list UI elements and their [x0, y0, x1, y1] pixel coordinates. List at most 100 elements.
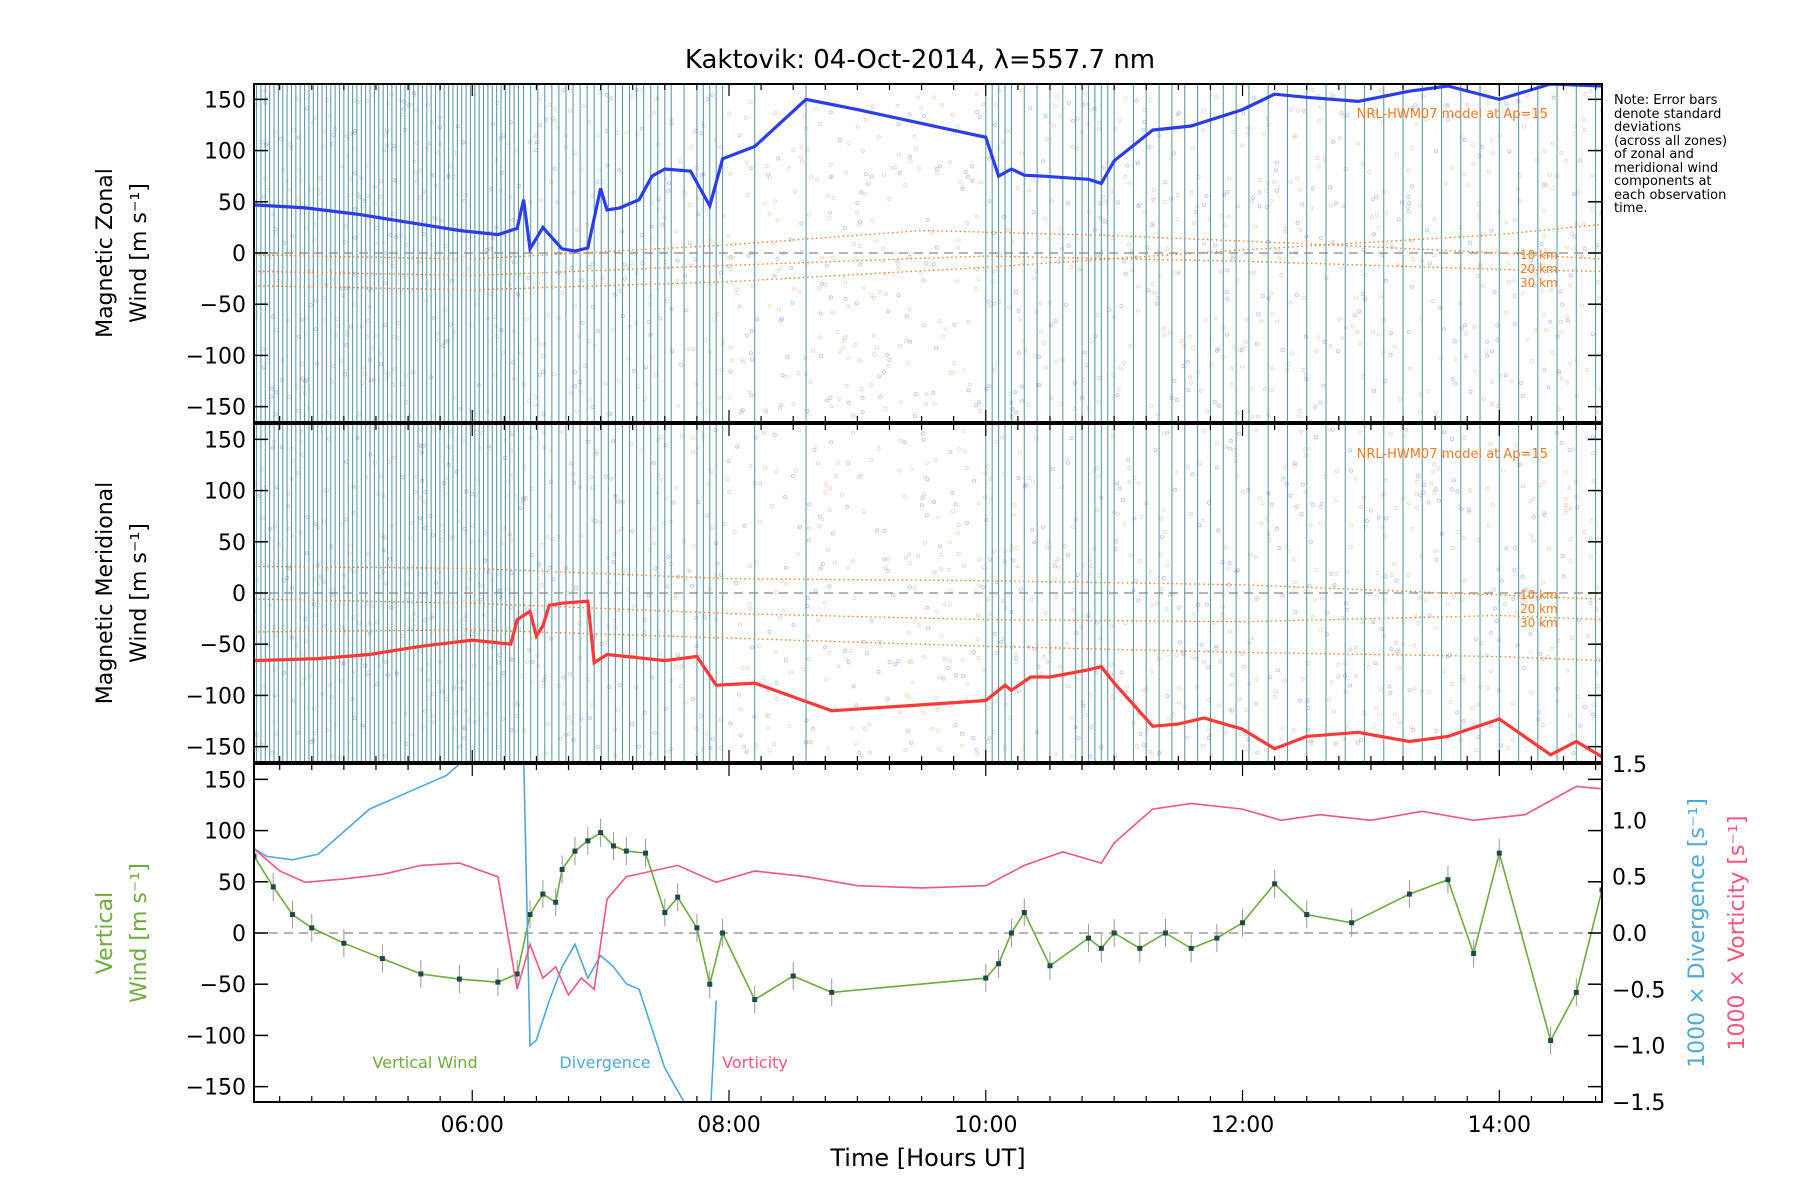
zone-point: [577, 333, 582, 338]
zone-point: [978, 408, 983, 413]
zone-point: [807, 502, 812, 507]
zone-point: [981, 667, 986, 672]
zone-point: [875, 528, 880, 533]
zone-point: [383, 251, 388, 256]
zone-point: [1540, 723, 1545, 728]
zone-point: [988, 612, 993, 617]
zone-point: [1320, 596, 1325, 601]
zone-point: [1328, 343, 1333, 348]
data-point: [1548, 1038, 1554, 1044]
zone-point: [837, 137, 842, 142]
zone-point: [304, 639, 309, 644]
zone-point: [1433, 487, 1438, 492]
zone-point: [1270, 366, 1275, 371]
zone-point: [1132, 516, 1137, 521]
zone-point: [727, 489, 732, 494]
zone-point: [1388, 690, 1393, 695]
zone-point: [1422, 482, 1427, 487]
zone-point: [1418, 595, 1423, 600]
zone-point: [1154, 601, 1159, 606]
zone-point: [1374, 212, 1379, 217]
zone-point: [1406, 329, 1411, 334]
zone-point: [1188, 511, 1193, 516]
zone-point: [914, 146, 919, 151]
zone-point: [1542, 512, 1547, 517]
zone-point: [1043, 611, 1048, 616]
zone-point: [1228, 446, 1233, 451]
zone-point: [652, 730, 657, 735]
zone-point: [1486, 523, 1491, 528]
model-altitude-label: 30 km: [1520, 276, 1558, 290]
zone-point: [1414, 479, 1419, 484]
zone-point: [825, 398, 830, 403]
zone-point: [1253, 224, 1258, 229]
zone-point: [819, 353, 824, 358]
zone-point: [1461, 674, 1466, 679]
zone-point: [826, 547, 831, 552]
zone-point: [1369, 215, 1374, 220]
zone-point: [960, 657, 965, 662]
zone-point: [1048, 323, 1053, 328]
zone-point: [1514, 610, 1519, 615]
zone-point: [833, 705, 838, 710]
zone-point: [1203, 318, 1208, 323]
zone-point: [935, 515, 940, 520]
zone-point: [1567, 486, 1572, 491]
zone-point: [1186, 388, 1191, 393]
zone-point: [1300, 677, 1305, 682]
zone-point: [1292, 461, 1297, 466]
zone-point: [1238, 732, 1243, 737]
zone-point: [1018, 587, 1023, 592]
zone-point: [938, 544, 943, 549]
note-line: deviations: [1614, 120, 1682, 135]
zone-point: [1540, 288, 1545, 293]
zone-point: [581, 104, 586, 109]
zone-point: [1551, 93, 1556, 98]
zone-point: [605, 555, 610, 560]
zone-point: [272, 693, 277, 698]
zone-point: [298, 178, 303, 183]
zone-point: [1488, 441, 1493, 446]
data-point: [1240, 920, 1246, 926]
zone-point: [1486, 169, 1491, 174]
zone-point: [1349, 468, 1354, 473]
zone-point: [295, 471, 300, 476]
zone-point: [1292, 133, 1297, 138]
zone-point: [444, 475, 449, 480]
zone-point: [1255, 414, 1260, 419]
zone-point: [422, 708, 427, 713]
zone-point: [1407, 688, 1412, 693]
zone-point: [565, 590, 570, 595]
zone-point: [1230, 672, 1235, 677]
zone-point: [1568, 713, 1573, 718]
zone-point: [1292, 135, 1297, 140]
zone-point: [1334, 469, 1339, 474]
zone-point: [872, 352, 877, 357]
zone-point: [974, 588, 979, 593]
zone-point: [881, 247, 886, 252]
zone-point: [1153, 448, 1158, 453]
zone-point: [1209, 753, 1214, 758]
zone-point: [1467, 509, 1472, 514]
zone-point: [940, 102, 945, 107]
zone-point: [361, 365, 366, 370]
zone-point: [1303, 372, 1308, 377]
zone-point: [666, 188, 671, 193]
zone-point: [1257, 204, 1262, 209]
zone-point: [479, 597, 484, 602]
zone-point: [533, 395, 538, 400]
zone-point: [1198, 388, 1203, 393]
zone-point: [896, 266, 901, 271]
zone-point: [1378, 294, 1383, 299]
zone-point: [897, 468, 902, 473]
zone-point: [1463, 353, 1468, 358]
zone-point: [916, 622, 921, 627]
zone-point: [1289, 107, 1294, 112]
zone-point: [541, 369, 546, 374]
zone-point: [787, 724, 792, 729]
zone-point: [987, 384, 992, 389]
zone-point: [742, 523, 747, 528]
zone-point: [1485, 686, 1490, 691]
zone-point: [1306, 705, 1311, 710]
zone-point: [1282, 229, 1287, 234]
